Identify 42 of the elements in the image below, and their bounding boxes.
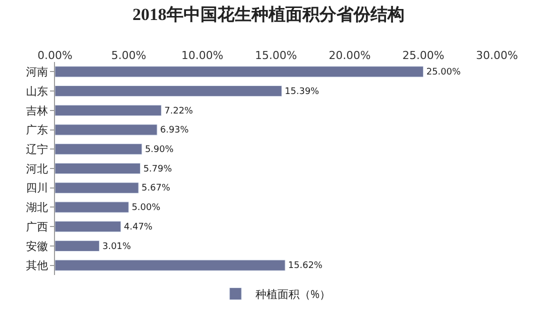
x-tick-label: 15.00% [255,48,297,62]
bar [55,124,158,136]
y-tick-label: 其他 [26,258,48,274]
data-label: 15.62% [288,261,323,272]
x-tick-label: 0.00% [38,48,72,62]
data-label: 25.00% [426,68,462,78]
y-tick-label: 山东 [26,84,48,99]
data-label: 7.22% [164,106,194,116]
x-tick-label: 25.00% [402,48,444,62]
bar [55,66,424,78]
data-label: 15.39% [284,86,320,97]
y-tick-label: 辽宁 [26,142,48,157]
data-label: 3.01% [102,242,132,252]
bar [55,162,141,174]
x-tick-label: 20.00% [328,48,371,62]
data-label: 5.00% [132,203,161,214]
y-tick-label: 四川 [26,180,48,196]
data-label: 5.90% [144,145,174,155]
bar [55,221,122,232]
x-tick-label: 10.00% [181,48,224,62]
legend-label: 种植面积（%） [256,287,331,302]
y-tick-label: 河南 [26,64,48,80]
y-tick-label: 湖北 [26,200,48,216]
x-tick-label: 30.00% [476,48,518,62]
bar [55,182,139,194]
y-tick-label: 广东 [26,122,48,138]
y-tick-label: 河北 [26,161,48,176]
data-label: 4.47% [124,222,153,232]
bar [55,202,129,213]
data-label: 5.79% [143,164,172,174]
y-tick-label: 吉林 [26,103,48,118]
y-tick-label: 广西 [26,219,48,234]
data-label: 6.93% [160,126,190,136]
bar [55,240,100,252]
y-tick-label: 安徽 [26,238,48,254]
bar [55,104,162,116]
bar [55,260,286,271]
bar [55,85,282,97]
x-tick-label: 5.00% [111,48,146,62]
data-label: 5.67% [142,184,171,194]
bar [55,144,142,155]
chart-title: 2018年中国花生种植面积分省份结构 [132,4,404,24]
